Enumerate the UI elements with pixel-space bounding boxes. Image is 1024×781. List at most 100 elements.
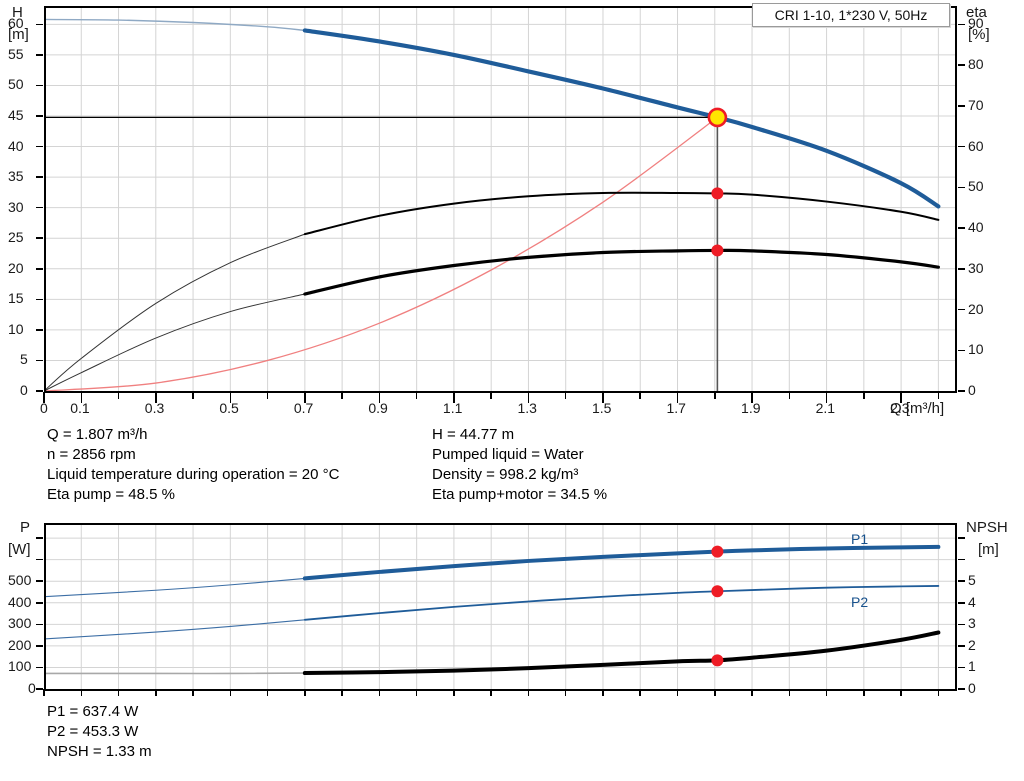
q-axis-minor-tick bbox=[788, 392, 791, 399]
q-tick-label: 1.1 bbox=[442, 400, 463, 416]
npsh-tick-label: 3 bbox=[968, 615, 976, 632]
axis-tick bbox=[36, 23, 43, 26]
power-npsh-chart bbox=[36, 523, 965, 696]
axis-tick bbox=[958, 602, 965, 604]
q-axis-tick-bottom bbox=[900, 689, 902, 696]
q-tick-label: 0.9 bbox=[368, 400, 388, 416]
axis-tick bbox=[36, 115, 43, 117]
q-axis-tick-bottom bbox=[453, 689, 455, 696]
q-axis-tick-bottom bbox=[527, 689, 530, 696]
p-tick-label: 200 bbox=[8, 636, 32, 653]
readout-right-block: H = 44.77 m Pumped liquid = Water Density … bbox=[432, 425, 607, 505]
axis-tick bbox=[36, 645, 43, 647]
axis-tick bbox=[958, 64, 965, 66]
grid-lines-bottom bbox=[44, 523, 957, 689]
p-tick-label: 100 bbox=[8, 658, 32, 675]
q-axis-tick bbox=[453, 392, 455, 403]
q-axis-tick-bottom bbox=[937, 689, 940, 696]
p2-curve-label: P2 bbox=[851, 594, 869, 610]
axis-tick bbox=[958, 666, 965, 669]
axis-tick bbox=[36, 206, 43, 209]
q-axis-tick bbox=[43, 392, 45, 403]
axis-tick bbox=[958, 23, 965, 26]
curves-bottom bbox=[44, 544, 941, 676]
axis-tick bbox=[958, 105, 965, 107]
h-tick-label: 0 bbox=[20, 382, 28, 398]
axis-tick bbox=[958, 390, 965, 392]
h-tick-label: 20 bbox=[8, 259, 24, 276]
q-axis-minor-tick bbox=[863, 392, 865, 399]
eta-tick-label: 70 bbox=[968, 96, 984, 113]
readout-left-line-4: Eta pump = 48.5 % bbox=[47, 486, 175, 503]
axis-tick bbox=[36, 145, 43, 148]
axis-tick bbox=[958, 688, 965, 690]
eta-tick-label: 40 bbox=[968, 219, 984, 236]
q-axis-minor-tick bbox=[564, 392, 567, 399]
q-axis-tick-bottom bbox=[490, 689, 492, 696]
q-axis-tick-bottom bbox=[155, 689, 157, 696]
p1-curve-label: P1 bbox=[851, 531, 869, 547]
readout-right-line-1: H = 44.77 m bbox=[432, 426, 515, 443]
q-axis-minor-tick bbox=[714, 392, 716, 399]
axis-tick bbox=[958, 268, 965, 270]
q-axis-tick-bottom bbox=[266, 689, 269, 696]
axis-tick bbox=[36, 623, 43, 626]
q-tick-label: 1.5 bbox=[591, 400, 612, 416]
eta-axis-label-bracket: [%] bbox=[968, 26, 990, 43]
q-axis-tick bbox=[602, 392, 604, 403]
readout-bottom-line-3: NPSH = 1.33 m bbox=[47, 743, 152, 760]
p-axis-label-unit: P bbox=[20, 519, 31, 536]
axis-tick bbox=[36, 298, 43, 301]
eta-tick-label: 10 bbox=[968, 341, 984, 358]
h-tick-label: 30 bbox=[8, 198, 24, 215]
axis-tick bbox=[36, 602, 43, 604]
readout-right-line-2: Pumped liquid = Water bbox=[432, 446, 584, 463]
q-axis-tick-bottom bbox=[304, 689, 306, 696]
npsh-tick-label: 5 bbox=[968, 572, 976, 589]
readout-left-line-1: Q = 1.807 m³/h bbox=[47, 426, 148, 443]
q-axis-tick-bottom bbox=[676, 689, 679, 696]
q-tick-label: 0.1 bbox=[70, 400, 90, 416]
axis-tick bbox=[36, 359, 43, 362]
head-efficiency-chart bbox=[36, 6, 965, 403]
q-axis-tick bbox=[304, 392, 306, 403]
plot-frame-bottom bbox=[44, 523, 957, 689]
readout-bottom-line-2: P2 = 453.3 W bbox=[47, 723, 139, 740]
q-axis-tick bbox=[751, 392, 753, 403]
q-axis-tick-bottom bbox=[43, 689, 45, 696]
p-tick-label: 500 bbox=[8, 572, 32, 589]
axis-tick bbox=[36, 176, 43, 178]
pump-title-box: CRI 1-10, 1*230 V, 50Hz bbox=[752, 3, 950, 27]
axis-tick bbox=[36, 580, 43, 582]
axis-tick bbox=[958, 227, 965, 229]
axis-tick bbox=[958, 645, 965, 647]
q-axis-tick bbox=[527, 392, 530, 403]
q-axis-minor-tick bbox=[341, 392, 343, 399]
p-tick-label: 400 bbox=[8, 593, 32, 610]
q-tick-label: 0.7 bbox=[293, 400, 314, 416]
axis-tick bbox=[958, 558, 965, 561]
q-axis-tick bbox=[80, 392, 82, 403]
q-axis-minor-tick bbox=[639, 392, 641, 399]
q-axis-label: Q [m³/h] bbox=[890, 400, 945, 417]
readout-right-line-3: Density = 998.2 kg/m³ bbox=[432, 466, 579, 483]
axis-tick bbox=[36, 268, 43, 270]
axis-tick bbox=[958, 145, 965, 148]
h-tick-label: 25 bbox=[8, 229, 24, 246]
eta-tick-label: 80 bbox=[968, 56, 984, 73]
q-axis-tick bbox=[676, 392, 679, 403]
power-npsh-svg bbox=[44, 523, 957, 689]
eta-tick-label: 30 bbox=[968, 259, 984, 276]
h-tick-label: 60 bbox=[8, 15, 24, 32]
q-axis-tick-bottom bbox=[788, 689, 791, 696]
q-axis-tick bbox=[155, 392, 157, 403]
axis-tick bbox=[36, 237, 43, 239]
eta-tick-label: 90 bbox=[968, 15, 984, 32]
readout-left-line-2: n = 2856 rpm bbox=[47, 446, 136, 463]
axis-tick bbox=[36, 390, 43, 392]
axis-tick bbox=[36, 54, 43, 56]
eta-tick-label: 60 bbox=[968, 137, 984, 154]
q-axis-tick bbox=[825, 392, 828, 403]
h-tick-label: 55 bbox=[8, 45, 24, 62]
